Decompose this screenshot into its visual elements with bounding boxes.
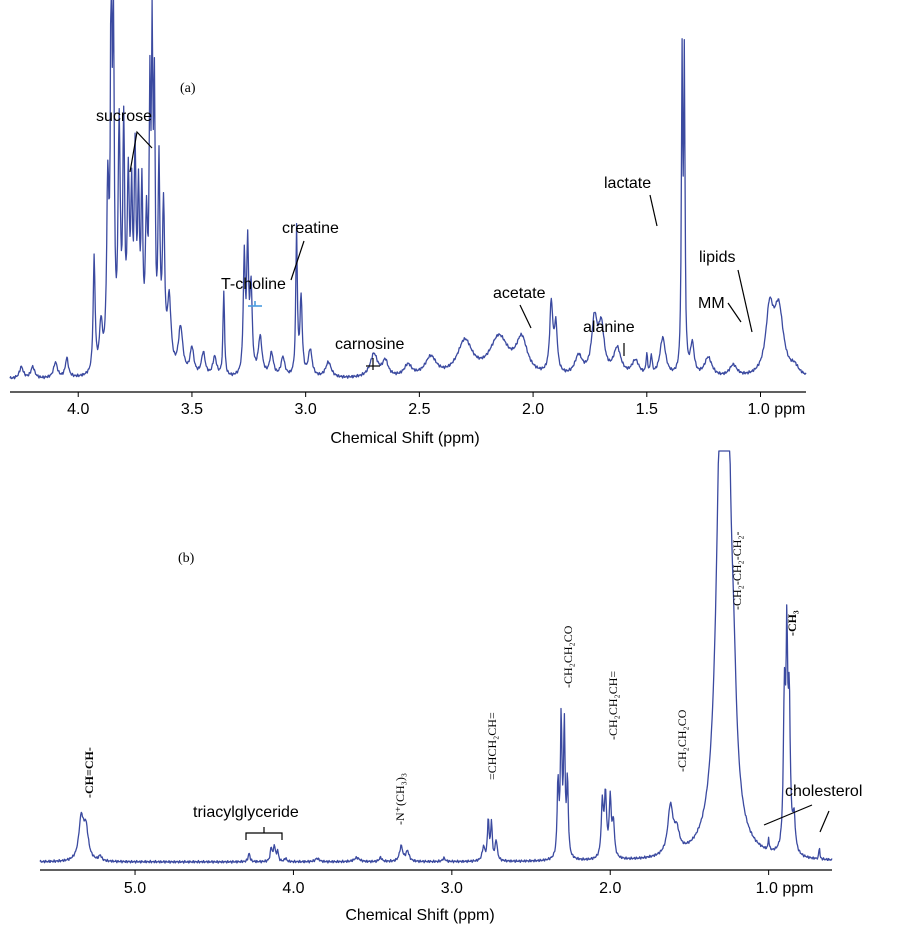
annotation-carnosine: carnosine <box>335 336 404 353</box>
panel-a: (a) 4.0 3.5 3.0 2.5 2.0 1.5 1.0 ppm Chemical S… <box>9 0 807 447</box>
annotation-triacylglyceride: triacylglyceride <box>193 804 299 821</box>
creatine-leader <box>290 240 305 281</box>
triacylglyceride-bracket <box>245 827 283 840</box>
spectrum-b-line <box>39 450 833 864</box>
annotation-lactate: lactate <box>604 175 651 192</box>
x-tick-label: 1.0 ppm <box>756 880 814 897</box>
annotation-chch2ch: =CHCH₂CH= <box>485 712 499 780</box>
lactate-leader <box>649 194 658 227</box>
x-tick-label: 3.0 <box>441 880 463 897</box>
annotation-ch2ch2co-2: -CH₂CH₂CO <box>675 709 689 772</box>
annotation-ch3: -CH₃ <box>785 610 799 636</box>
sucrose-leader <box>129 130 153 173</box>
annotation-ch2ch2co: -CH₂CH₂CO <box>561 625 575 688</box>
panel-b-label: (b) <box>178 551 195 566</box>
x-axis-label-b: Chemical Shift (ppm) <box>345 907 494 924</box>
x-tick-label: 5.0 <box>124 880 146 897</box>
annotation-ch-eq-ch: -CH=CH- <box>82 747 96 798</box>
annotation-alanine: alanine <box>583 319 635 336</box>
annotation-creatine: creatine <box>282 220 339 237</box>
annotation-t-choline: T-choline <box>221 276 286 293</box>
cholesterol-leader-2 <box>819 810 830 833</box>
cholesterol-leader-1 <box>763 804 813 826</box>
spectrum-a-line <box>9 0 807 380</box>
x-tick-label: 2.5 <box>408 401 430 418</box>
x-tick-label: 4.0 <box>282 880 304 897</box>
panel-a-label: (a) <box>180 81 196 96</box>
x-tick-label: 1.0 ppm <box>748 401 806 418</box>
x-ticks-a: 4.0 3.5 3.0 2.5 2.0 1.5 1.0 ppm <box>67 392 805 418</box>
annotation-cholesterol: cholesterol <box>785 783 862 800</box>
x-tick-label: 2.0 <box>599 880 621 897</box>
annotation-n-ch3-3: -N⁺(CH₃)₃ <box>393 773 407 825</box>
annotation-mm: MM <box>698 295 725 312</box>
annotation-ch2ch2ch: -CH₂CH₂CH= <box>606 671 620 740</box>
x-tick-label: 4.0 <box>67 401 89 418</box>
annotation-sucrose: sucrose <box>96 108 152 125</box>
lipids-leader <box>737 269 753 333</box>
x-tick-label: 3.5 <box>181 401 203 418</box>
x-tick-label: 1.5 <box>636 401 658 418</box>
x-ticks-b: 5.0 4.0 3.0 2.0 1.0 ppm <box>124 870 814 897</box>
x-tick-label: 3.0 <box>295 401 317 418</box>
annotation-ch2-ch2-ch2: -CH₂-CH₂-CH₂- <box>730 531 744 610</box>
x-tick-label: 2.0 <box>522 401 544 418</box>
x-axis-label-a: Chemical Shift (ppm) <box>330 430 479 447</box>
annotation-acetate: acetate <box>493 285 546 302</box>
annotation-lipids: lipids <box>699 249 735 266</box>
mm-leader <box>727 302 742 323</box>
acetate-leader <box>519 304 532 329</box>
panel-b: (b) 5.0 4.0 3.0 2.0 1.0 ppm Chemical Shift (… <box>39 450 862 924</box>
